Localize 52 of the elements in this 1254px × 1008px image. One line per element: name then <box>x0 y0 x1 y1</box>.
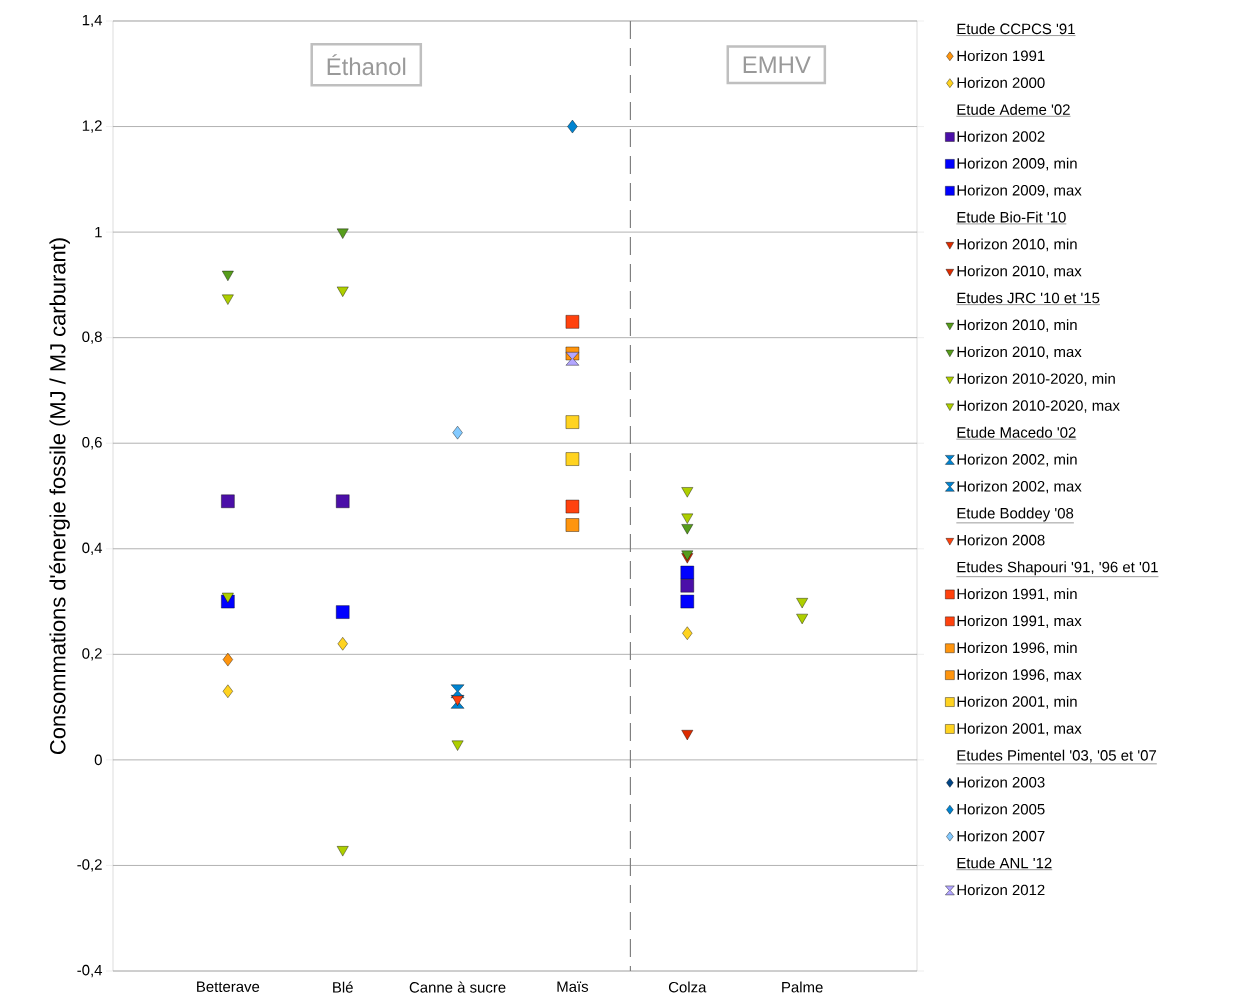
legend-label: Horizon 2001, min <box>957 695 1077 709</box>
legend-label: Horizon 2007 <box>957 830 1045 842</box>
legend-label: Horizon 2010, min <box>957 319 1077 332</box>
legend-label: Horizon 2005 <box>957 803 1045 815</box>
y-tick-label: 0 <box>94 754 102 766</box>
legend-label: Horizon 2002, min <box>957 453 1077 467</box>
annotation: Éthanol <box>327 54 406 76</box>
legend-label: Horizon 2002, max <box>957 480 1082 494</box>
legend-label: Horizon 2009, max <box>957 184 1082 198</box>
legend-label: Horizon 1991, min <box>957 588 1077 601</box>
legend-label: Horizon 2003 <box>957 776 1045 788</box>
x-tick-label: Palme <box>782 981 823 993</box>
legend-label: Horizon 1996, max <box>957 668 1082 682</box>
y-tick-label: 0,4 <box>82 542 103 555</box>
x-tick-label: Betterave <box>197 981 260 992</box>
text: Etudes Pimentel '03, '05 et '07 <box>957 749 1157 763</box>
y-tick-label: 0,6 <box>82 437 102 450</box>
x-tick-label: Maïs <box>557 981 589 992</box>
annotation: EMHV <box>743 56 811 73</box>
legend-label: Horizon 1991, max <box>957 615 1082 628</box>
x-tick-label: Canne à sucre <box>409 981 506 993</box>
legend-label: Horizon 2012 <box>957 884 1045 896</box>
legend-label: Horizon 2008 <box>957 534 1045 546</box>
text: Etude Boddey '08 <box>957 507 1074 522</box>
y-tick-label: 1,2 <box>82 120 102 133</box>
y-tick-label: 0,2 <box>82 648 102 661</box>
text: Etudes JRC '10 et '15 <box>957 292 1100 304</box>
text: Etude ANL '12 <box>957 857 1052 869</box>
text: Etude Ademe '02 <box>957 103 1070 115</box>
legend-label: Horizon 1996, min <box>957 642 1077 655</box>
legend-label: Horizon 2009, min <box>957 157 1077 171</box>
y-tick-label: 1,4 <box>82 14 103 28</box>
y-tick-label: -0,4 <box>77 964 103 978</box>
legend-label: Horizon 2010, max <box>957 265 1082 279</box>
legend-label: Horizon 2001, max <box>957 722 1082 736</box>
legend-label: Horizon 2010-2020, min <box>957 373 1115 386</box>
text: Etude Bio-Fit '10 <box>957 211 1066 223</box>
legend-label: Horizon 2010, max <box>957 346 1082 359</box>
text: Etude Macedo '02 <box>957 426 1076 438</box>
legend-label: Horizon 2002 <box>957 130 1045 142</box>
x-tick-label: Colza <box>668 981 707 993</box>
text: Etude CCPCS '91 <box>957 23 1075 35</box>
x-tick-label: Blé <box>333 981 353 993</box>
legend-label: Horizon 2000 <box>957 77 1045 88</box>
y-tick-label: -0,2 <box>77 859 102 872</box>
legend-label: Horizon 2010-2020, max <box>957 399 1120 413</box>
y-tick-label: 0,8 <box>82 331 102 344</box>
legend-label: Horizon 1991 <box>957 50 1045 62</box>
text: Etudes Shapouri '91, '96 et '01 <box>957 561 1158 576</box>
y-tick-label: 1 <box>95 226 102 238</box>
y-axis-title: Consommations d'énergie fossile (MJ / MJ carburant) <box>49 238 70 754</box>
legend-label: Horizon 2010, min <box>957 238 1077 252</box>
